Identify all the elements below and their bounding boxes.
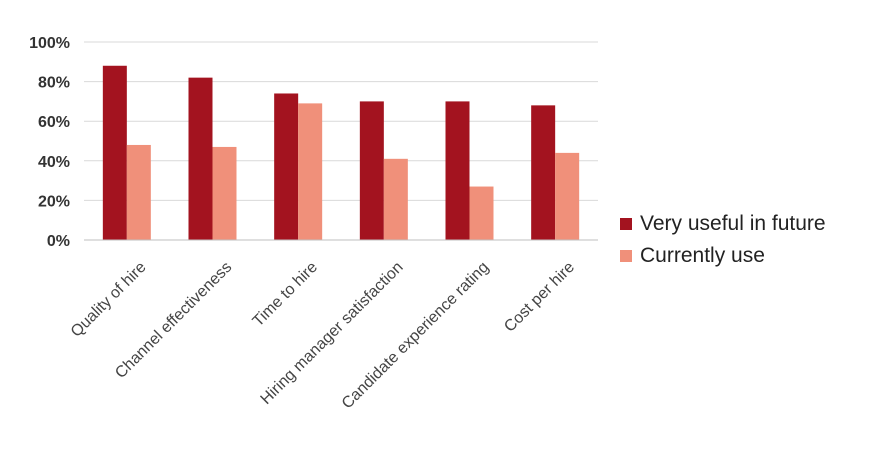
bar-very-useful (102, 65, 127, 240)
legend-item-currently-use: Currently use (620, 240, 826, 272)
legend-item-very-useful: Very useful in future (620, 208, 826, 240)
bar-very-useful (445, 101, 470, 241)
legend-swatch-very-useful (620, 218, 632, 230)
bar-currently-use (383, 158, 408, 240)
x-category-label: Hiring manager satisfaction (258, 259, 407, 408)
y-tick-label: 40% (38, 154, 70, 171)
legend-swatch-currently-use (620, 250, 632, 262)
legend: Very useful in future Currently use (620, 208, 826, 272)
y-tick-label: 100% (29, 35, 70, 52)
bars (102, 65, 580, 241)
x-category-label: Time to hire (250, 259, 321, 330)
bar-currently-use (212, 146, 237, 240)
y-tick-label: 80% (38, 75, 70, 92)
x-category-label: Quality of hire (68, 259, 150, 341)
y-axis-ticks: 0% 20% 40% 60% 80% 100% (29, 35, 70, 250)
bar-very-useful (531, 105, 556, 240)
bar-currently-use (298, 103, 323, 240)
x-category-label: Cost per hire (501, 259, 578, 336)
gridlines (84, 41, 598, 241)
x-category-label: Candidate experience rating (339, 259, 493, 413)
bar-very-useful (274, 93, 299, 240)
bar-currently-use (555, 152, 580, 240)
bar-very-useful (188, 77, 213, 240)
bar-currently-use (469, 186, 494, 240)
legend-label-currently-use: Currently use (640, 244, 765, 267)
y-tick-label: 20% (38, 193, 70, 210)
bar-very-useful (359, 101, 384, 241)
y-tick-label: 0% (47, 233, 70, 250)
legend-label-very-useful: Very useful in future (640, 212, 826, 235)
y-tick-label: 60% (38, 114, 70, 131)
bar-currently-use (126, 144, 151, 240)
